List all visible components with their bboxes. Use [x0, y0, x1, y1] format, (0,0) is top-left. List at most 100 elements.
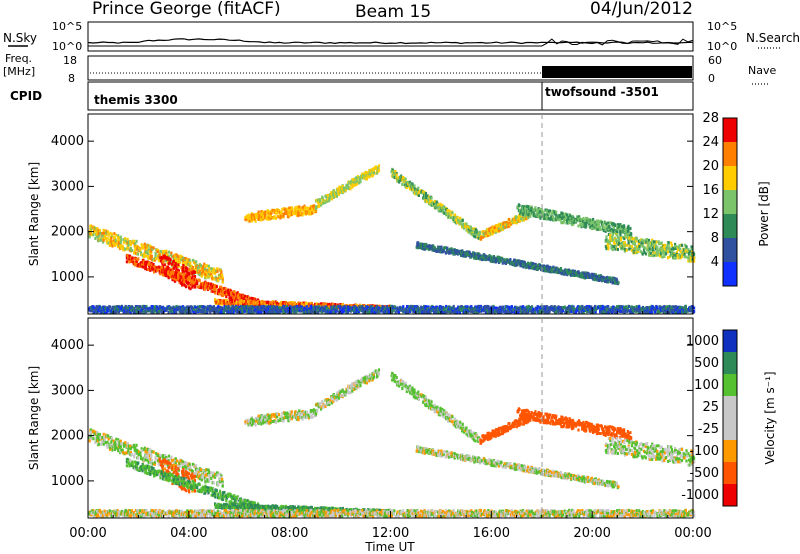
power-cell	[198, 273, 201, 277]
power-cell	[590, 219, 593, 222]
power-cell	[619, 224, 622, 228]
power-cell	[612, 245, 615, 248]
power-cell	[371, 174, 374, 178]
noise-strip: N.Sky 10^5 10^0 10^5 10^0 N.Search	[3, 20, 800, 53]
power-cell	[658, 242, 661, 246]
power-cell	[564, 268, 567, 272]
power-cell	[401, 183, 404, 187]
power-cell	[577, 224, 580, 228]
power-cell	[625, 248, 628, 252]
power-cell	[504, 223, 507, 227]
power-cell	[462, 226, 466, 230]
power-cell	[236, 295, 239, 299]
power-cell	[353, 181, 356, 185]
power-cell	[685, 255, 688, 259]
power-cell	[233, 293, 236, 297]
power-cell	[690, 245, 693, 249]
power-cell	[669, 254, 672, 258]
power-cell	[438, 250, 441, 254]
power-cell	[105, 309, 108, 312]
power-cell	[219, 276, 222, 279]
power-cell	[573, 219, 576, 223]
power-cell	[171, 267, 174, 271]
power-cell	[628, 247, 631, 251]
power-cell	[659, 254, 662, 258]
power-cell	[397, 176, 400, 180]
power-cell	[177, 263, 180, 267]
power-cell	[623, 249, 626, 253]
power-cell	[659, 246, 662, 250]
power-cell	[351, 178, 354, 182]
power-cell	[331, 302, 334, 306]
power-cell	[607, 221, 610, 225]
power-cell	[98, 231, 101, 235]
power-cell	[582, 271, 585, 275]
power-cell	[204, 275, 207, 279]
power-cell	[648, 247, 651, 251]
power-cell	[158, 253, 161, 257]
power-cell	[644, 246, 647, 250]
power-cell	[93, 230, 96, 234]
power-cell	[490, 256, 494, 260]
power-cell	[639, 250, 642, 254]
power-cell	[158, 265, 161, 269]
power-cell	[449, 216, 452, 220]
power-echoes	[88, 164, 696, 315]
power-cell	[153, 308, 156, 312]
power-cell	[269, 215, 272, 219]
power-cell	[139, 248, 142, 252]
power-cell	[330, 197, 333, 201]
power-cell	[608, 225, 611, 229]
power-cell	[405, 186, 408, 190]
power-cell	[555, 210, 558, 214]
power-cell	[516, 216, 519, 220]
power-cell	[228, 296, 231, 300]
power-cell	[104, 306, 107, 310]
power-cell	[212, 277, 215, 281]
power-cell	[676, 254, 679, 257]
power-cell	[172, 259, 175, 263]
power-cell	[611, 232, 614, 236]
power-cell	[545, 268, 548, 272]
power-cell	[524, 209, 527, 212]
power-cell	[120, 305, 123, 309]
power-cell	[149, 254, 152, 258]
power-cell	[253, 215, 256, 219]
power-cell	[193, 270, 197, 274]
power-cell	[127, 243, 130, 247]
power-cell	[366, 174, 369, 178]
power-cell	[107, 307, 110, 311]
power-cell	[488, 254, 491, 258]
power-cell	[488, 229, 491, 233]
power-cell	[143, 254, 146, 258]
power-cell	[565, 221, 568, 225]
power-cell	[176, 254, 179, 258]
power-cell	[561, 217, 564, 220]
freq-label: Freq.	[5, 52, 32, 65]
power-cell	[651, 243, 654, 246]
power-cell	[561, 269, 564, 273]
power-cell	[102, 228, 105, 232]
power-cell	[164, 252, 167, 256]
power-cell	[187, 284, 190, 288]
power-cell	[542, 211, 545, 215]
power-cell	[244, 295, 247, 299]
power-cell	[585, 224, 588, 228]
power-cell	[186, 271, 189, 275]
power-cell	[466, 253, 470, 257]
power-cell	[192, 270, 195, 274]
power-cell	[101, 232, 104, 235]
power-cell	[372, 168, 375, 172]
power-cell	[544, 265, 547, 269]
power-cell	[153, 256, 157, 260]
power-cell	[517, 218, 520, 222]
power-cell	[515, 259, 518, 263]
power-cell	[627, 242, 630, 246]
power-cell	[247, 299, 250, 303]
power-cell	[605, 238, 608, 242]
power-cell	[617, 281, 620, 285]
power-cell	[248, 302, 251, 306]
power-cell	[229, 299, 232, 303]
power-cell	[93, 306, 96, 310]
